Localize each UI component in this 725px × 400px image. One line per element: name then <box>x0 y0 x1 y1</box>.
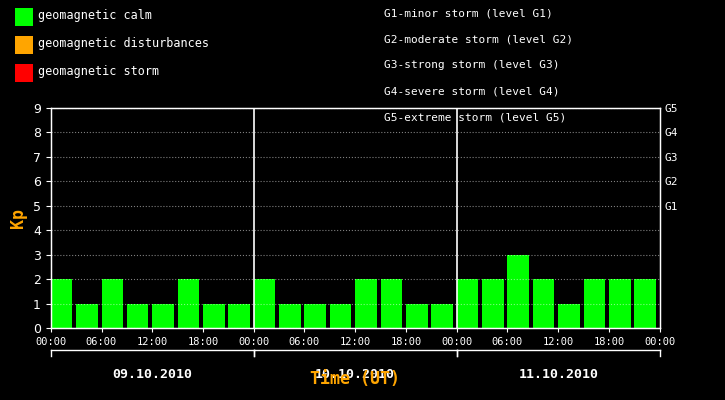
Bar <box>584 279 605 328</box>
Text: geomagnetic disturbances: geomagnetic disturbances <box>38 37 210 50</box>
Bar <box>609 279 631 328</box>
Bar <box>228 304 250 328</box>
Bar <box>431 304 453 328</box>
Bar <box>533 279 555 328</box>
Text: Time (UT): Time (UT) <box>310 370 400 388</box>
Bar <box>254 279 276 328</box>
Text: geomagnetic calm: geomagnetic calm <box>38 9 152 22</box>
Bar <box>482 279 504 328</box>
Text: G4-severe storm (level G4): G4-severe storm (level G4) <box>384 86 560 96</box>
Bar <box>127 304 149 328</box>
Bar <box>330 304 352 328</box>
Bar <box>152 304 174 328</box>
Bar <box>76 304 98 328</box>
Text: G2-moderate storm (level G2): G2-moderate storm (level G2) <box>384 34 573 44</box>
Bar <box>457 279 478 328</box>
Text: 10.10.2010: 10.10.2010 <box>315 368 395 381</box>
Bar <box>558 304 580 328</box>
Bar <box>304 304 326 328</box>
Bar <box>178 279 199 328</box>
Bar <box>406 304 428 328</box>
Bar <box>381 279 402 328</box>
Bar <box>355 279 377 328</box>
Text: geomagnetic storm: geomagnetic storm <box>38 65 160 78</box>
Text: 11.10.2010: 11.10.2010 <box>518 368 598 381</box>
Text: 09.10.2010: 09.10.2010 <box>112 368 192 381</box>
Bar <box>102 279 123 328</box>
Bar <box>203 304 225 328</box>
Text: G5-extreme storm (level G5): G5-extreme storm (level G5) <box>384 112 566 122</box>
Bar <box>279 304 301 328</box>
Text: G3-strong storm (level G3): G3-strong storm (level G3) <box>384 60 560 70</box>
Text: G1-minor storm (level G1): G1-minor storm (level G1) <box>384 8 553 18</box>
Bar <box>51 279 72 328</box>
Y-axis label: Kp: Kp <box>9 208 28 228</box>
Bar <box>507 255 529 328</box>
Bar <box>634 279 656 328</box>
